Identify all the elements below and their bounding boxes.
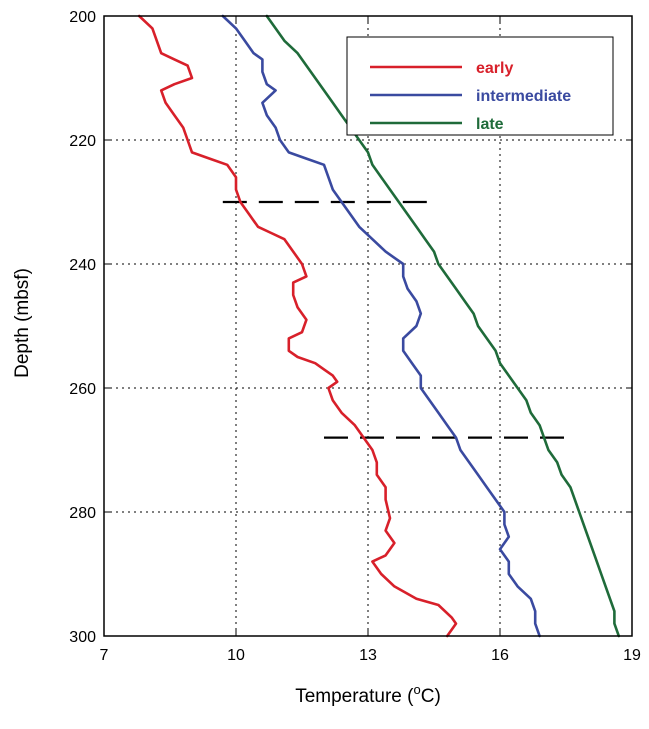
legend-label-early: early	[476, 60, 513, 77]
legend-box	[346, 36, 614, 136]
series-line-early	[137, 14, 458, 638]
y-tick-label: 240	[69, 257, 96, 274]
y-axis-title: Depth (mbsf)	[12, 268, 33, 378]
data-series	[137, 14, 621, 638]
x-axis-title: Temperature (oC)	[295, 682, 441, 707]
series-line-late	[265, 14, 621, 638]
x-tick-label: 13	[359, 647, 377, 664]
legend-label-intermediate: intermediate	[476, 88, 571, 105]
reference-lines	[222, 200, 571, 439]
legend-label-late: late	[476, 116, 504, 133]
series-line-intermediate	[221, 14, 541, 638]
y-tick-label: 260	[69, 381, 96, 398]
y-tick-label: 220	[69, 133, 96, 150]
x-tick-label: 16	[491, 647, 509, 664]
x-tick-label: 10	[227, 647, 245, 664]
axis-ticks: 7 10 13 16 19 200 220 240 260 280 300	[69, 9, 641, 664]
y-tick-label: 300	[69, 629, 96, 646]
legend: early intermediate late	[346, 36, 614, 136]
x-tick-label: 19	[623, 647, 641, 664]
x-tick-label: 7	[100, 647, 109, 664]
y-tick-label: 280	[69, 505, 96, 522]
y-tick-label: 200	[69, 9, 96, 26]
